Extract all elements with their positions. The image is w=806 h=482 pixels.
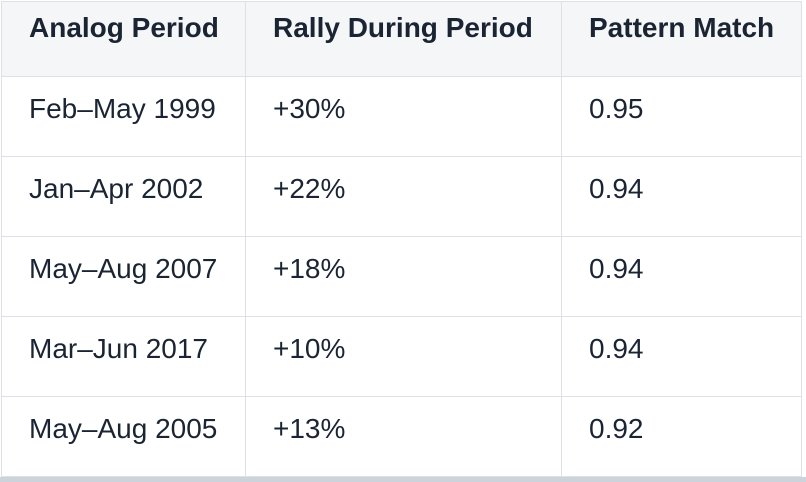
cell-analog-period: Mar–Jun 2017 — [1, 316, 246, 397]
header-cell-rally-during-period: Rally During Period — [245, 1, 562, 77]
table-header: Analog Period Rally During Period Patter… — [1, 1, 802, 77]
table-row: Mar–Jun 2017 +10% 0.94 — [1, 316, 802, 397]
cell-rally-during-period: +22% — [245, 156, 562, 237]
cell-rally-during-period: +18% — [245, 236, 562, 317]
cell-analog-period: Jan–Apr 2002 — [1, 156, 246, 237]
cell-pattern-match: 0.94 — [561, 316, 802, 397]
table-row: May–Aug 2005 +13% 0.92 — [1, 396, 802, 477]
table-row: Feb–May 1999 +30% 0.95 — [1, 76, 802, 157]
cell-pattern-match: 0.94 — [561, 156, 802, 237]
cell-analog-period: May–Aug 2007 — [1, 236, 246, 317]
header-cell-analog-period: Analog Period — [1, 1, 246, 77]
table-row: Jan–Apr 2002 +22% 0.94 — [1, 156, 802, 237]
cell-pattern-match: 0.95 — [561, 76, 802, 157]
header-cell-pattern-match: Pattern Match — [561, 1, 802, 77]
cell-rally-during-period: +10% — [245, 316, 562, 397]
cell-analog-period: May–Aug 2005 — [1, 396, 246, 477]
cell-rally-during-period: +30% — [245, 76, 562, 157]
cell-pattern-match: 0.92 — [561, 396, 802, 477]
bottom-edge-strip — [0, 477, 806, 482]
cell-rally-during-period: +13% — [245, 396, 562, 477]
table-row: May–Aug 2007 +18% 0.94 — [1, 236, 802, 317]
cell-analog-period: Feb–May 1999 — [1, 76, 246, 157]
table-body: Feb–May 1999 +30% 0.95 Jan–Apr 2002 +22%… — [1, 76, 802, 477]
header-row: Analog Period Rally During Period Patter… — [1, 1, 802, 77]
cell-pattern-match: 0.94 — [561, 236, 802, 317]
